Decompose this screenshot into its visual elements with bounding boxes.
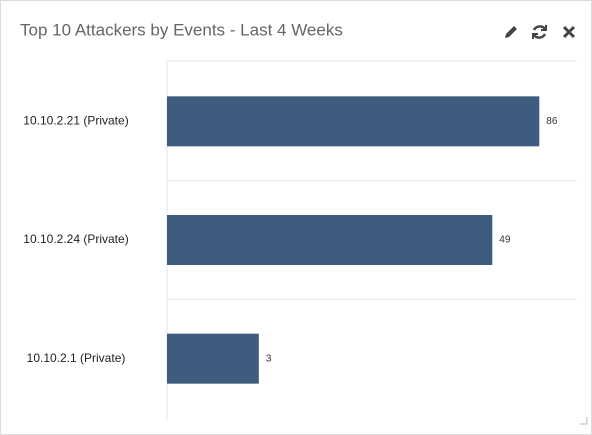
- close-glyph: [562, 25, 576, 39]
- y-tick-label: 10.10.2.1 (Private): [27, 351, 126, 365]
- value-label: 49: [499, 235, 511, 246]
- value-label: 86: [546, 116, 558, 127]
- bar: [167, 96, 540, 147]
- bar: [167, 333, 259, 384]
- y-tick-label: 10.10.2.21 (Private): [23, 114, 128, 128]
- resize-handle[interactable]: [580, 417, 588, 425]
- close-icon[interactable]: [562, 25, 576, 39]
- edit-glyph: [505, 26, 517, 38]
- refresh-arc-bottom: [533, 33, 547, 39]
- refresh-arrows: [532, 25, 547, 39]
- value-label: 3: [266, 353, 272, 364]
- refresh-icon[interactable]: [532, 25, 547, 39]
- edit-icon[interactable]: [505, 26, 517, 38]
- refresh-arc-top: [532, 25, 546, 31]
- y-tick-label: 10.10.2.24 (Private): [23, 232, 128, 246]
- chart-title: Top 10 Attackers by Events - Last 4 Week…: [20, 20, 343, 39]
- bar: [167, 215, 493, 265]
